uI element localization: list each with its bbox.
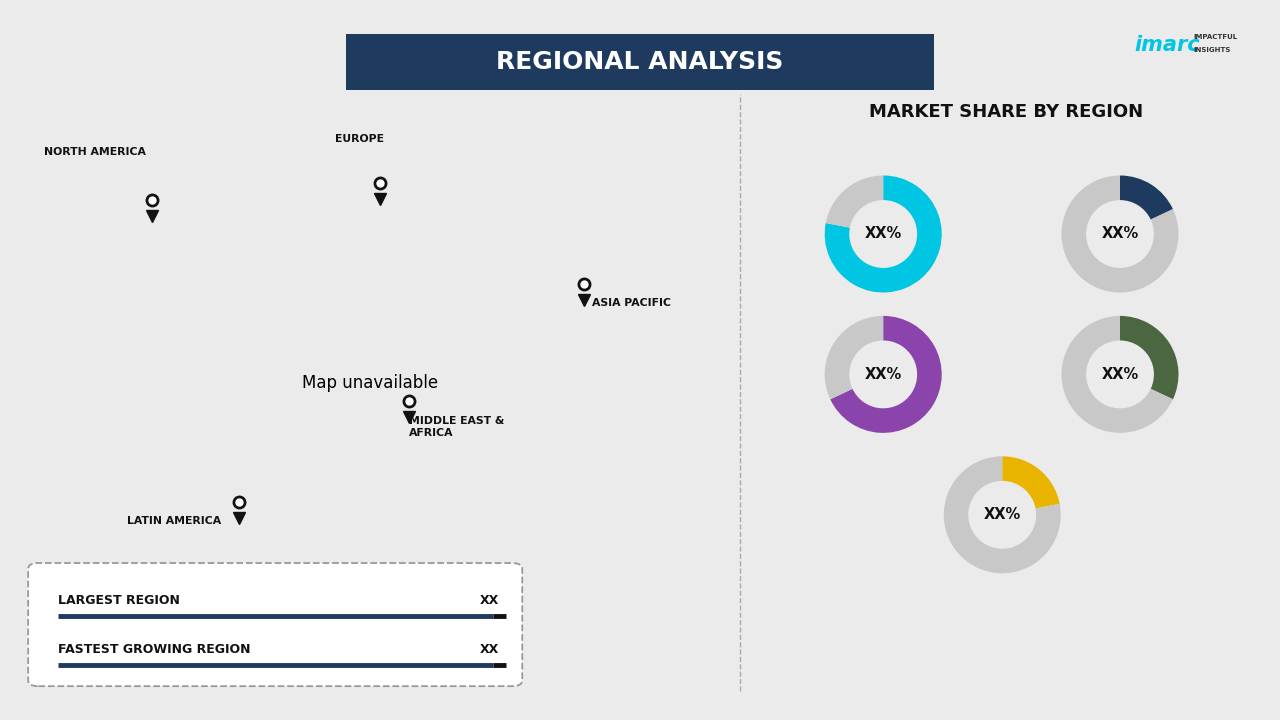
Text: imarc: imarc <box>1134 35 1199 55</box>
Text: FASTEST GROWING REGION: FASTEST GROWING REGION <box>58 643 250 656</box>
Wedge shape <box>1120 176 1172 220</box>
Text: XX%: XX% <box>864 227 902 241</box>
Text: XX%: XX% <box>983 508 1021 522</box>
FancyBboxPatch shape <box>346 34 934 90</box>
Text: INSIGHTS: INSIGHTS <box>1193 48 1230 53</box>
Text: ASIA PACIFIC: ASIA PACIFIC <box>593 298 671 308</box>
Wedge shape <box>1061 176 1179 292</box>
Text: REGIONAL ANALYSIS: REGIONAL ANALYSIS <box>497 50 783 74</box>
Wedge shape <box>831 316 942 433</box>
Wedge shape <box>826 176 883 228</box>
Text: EUROPE: EUROPE <box>334 135 384 145</box>
Wedge shape <box>824 176 942 292</box>
Text: XX: XX <box>480 593 499 606</box>
Text: IMPACTFUL: IMPACTFUL <box>1193 35 1236 40</box>
Text: MARKET SHARE BY REGION: MARKET SHARE BY REGION <box>869 102 1143 120</box>
Wedge shape <box>1061 316 1172 433</box>
Text: XX%: XX% <box>864 367 902 382</box>
Wedge shape <box>1120 316 1179 400</box>
Wedge shape <box>943 456 1061 573</box>
Text: LARGEST REGION: LARGEST REGION <box>58 593 179 606</box>
Wedge shape <box>824 316 883 400</box>
Text: XX: XX <box>480 643 499 656</box>
Text: Map unavailable: Map unavailable <box>302 374 438 392</box>
Text: MIDDLE EAST &
AFRICA: MIDDLE EAST & AFRICA <box>410 416 504 438</box>
Text: XX%: XX% <box>1101 227 1139 241</box>
Text: NORTH AMERICA: NORTH AMERICA <box>44 147 146 157</box>
FancyBboxPatch shape <box>28 563 522 686</box>
Wedge shape <box>1002 456 1060 508</box>
Text: LATIN AMERICA: LATIN AMERICA <box>127 516 221 526</box>
Text: XX%: XX% <box>1101 367 1139 382</box>
